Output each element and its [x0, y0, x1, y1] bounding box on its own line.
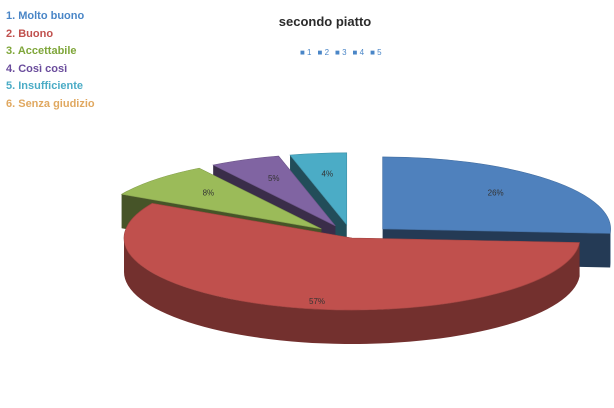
legend-item: 1. Molto buono [6, 10, 85, 22]
pie-slice-5 [289, 152, 348, 226]
pie-data-label: 8% [203, 188, 215, 197]
series-legend: ■ 1 ■ 2 ■ 3 ■ 4 ■ 5 [300, 48, 382, 57]
legend-item: 6. Senza giudizio [6, 97, 95, 110]
pie-data-label: 26% [488, 188, 504, 197]
series-legend-entry: ■ 3 [335, 48, 347, 57]
pie-data-label: 4% [322, 169, 334, 178]
pie-data-label: 57% [309, 297, 325, 306]
series-legend-entry: ■ 5 [370, 48, 382, 57]
pie-slice-2 [123, 202, 580, 311]
series-legend-entry: ■ 1 [300, 48, 312, 57]
legend-item: 5. Insufficiente [6, 80, 84, 92]
pie-data-label: 5% [268, 174, 280, 183]
series-legend-entry: ■ 4 [352, 48, 365, 57]
pie-slice-4 [212, 155, 336, 227]
legend-item: 4. Così così [6, 62, 68, 75]
pie-slice-3 [120, 167, 322, 230]
legend-item: 3. Accettabile [6, 45, 77, 57]
pie-slice-1 [382, 156, 611, 234]
series-legend-entry: ■ 2 [317, 48, 330, 57]
category-legend: 1. Molto buono 2. Buono 3. Accettabile 4. C… [6, 8, 95, 113]
chart-title: secondo piatto [278, 14, 372, 29]
legend-item: 2. Buono [6, 27, 54, 40]
pie-slice-side [124, 238, 580, 345]
